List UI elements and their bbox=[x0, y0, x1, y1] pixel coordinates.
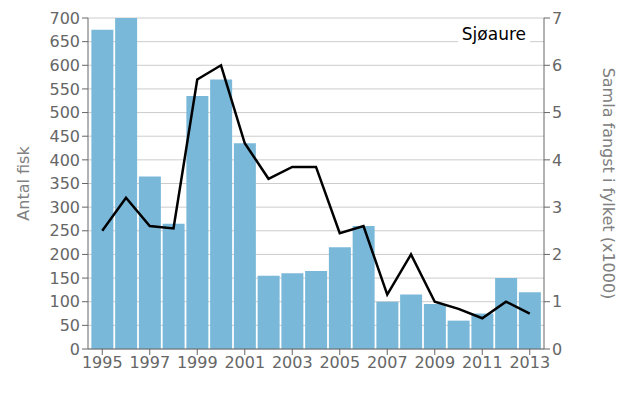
svg-text:200: 200 bbox=[49, 245, 80, 264]
svg-text:Samla fangst i fylket (x1000): Samla fangst i fylket (x1000) bbox=[599, 68, 618, 300]
svg-text:2013: 2013 bbox=[509, 353, 550, 372]
svg-text:50: 50 bbox=[60, 316, 80, 335]
svg-text:2011: 2011 bbox=[462, 353, 503, 372]
svg-text:400: 400 bbox=[49, 151, 80, 170]
svg-text:2003: 2003 bbox=[272, 353, 313, 372]
svg-text:2007: 2007 bbox=[367, 353, 408, 372]
svg-text:2001: 2001 bbox=[224, 353, 265, 372]
svg-text:1997: 1997 bbox=[129, 353, 170, 372]
svg-text:0: 0 bbox=[70, 340, 80, 359]
svg-text:1995: 1995 bbox=[82, 353, 123, 372]
svg-text:4: 4 bbox=[552, 151, 562, 170]
svg-text:2009: 2009 bbox=[414, 353, 455, 372]
svg-text:1: 1 bbox=[552, 292, 562, 311]
svg-text:5: 5 bbox=[552, 103, 562, 122]
svg-text:700: 700 bbox=[49, 9, 80, 28]
svg-text:600: 600 bbox=[49, 56, 80, 75]
svg-text:450: 450 bbox=[49, 127, 80, 146]
svg-text:500: 500 bbox=[49, 103, 80, 122]
svg-text:650: 650 bbox=[49, 32, 80, 51]
svg-text:Antal fisk: Antal fisk bbox=[14, 146, 33, 221]
svg-text:1999: 1999 bbox=[177, 353, 218, 372]
html-text:Sjøaure: Sjøaure bbox=[461, 24, 526, 44]
svg-text:350: 350 bbox=[49, 174, 80, 193]
svg-text:250: 250 bbox=[49, 221, 80, 240]
svg-text:550: 550 bbox=[49, 80, 80, 99]
svg-text:2005: 2005 bbox=[319, 353, 360, 372]
svg-text:0: 0 bbox=[552, 340, 562, 359]
svg-text:300: 300 bbox=[49, 198, 80, 217]
svg-text:6: 6 bbox=[552, 56, 562, 75]
svg-text:2: 2 bbox=[552, 245, 562, 264]
svg-text:150: 150 bbox=[49, 269, 80, 288]
svg-text:100: 100 bbox=[49, 292, 80, 311]
svg-text:3: 3 bbox=[552, 198, 562, 217]
svg-text:7: 7 bbox=[552, 9, 562, 28]
